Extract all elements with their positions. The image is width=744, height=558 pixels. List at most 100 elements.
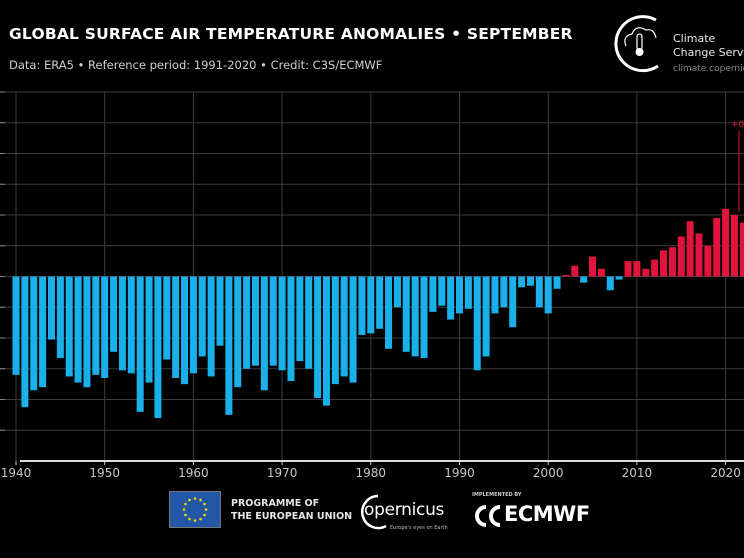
bar-2001 bbox=[553, 276, 561, 289]
bar-1991 bbox=[464, 276, 472, 309]
bar-1982 bbox=[385, 276, 393, 349]
eu-line1: PROGRAMME OF bbox=[231, 498, 320, 509]
eu-flag-icon bbox=[169, 491, 221, 528]
c3s-line1: Climate bbox=[673, 32, 716, 45]
bar-1965 bbox=[234, 276, 242, 388]
eu-star bbox=[199, 498, 202, 502]
eu-star bbox=[184, 513, 187, 517]
bar-1983 bbox=[393, 276, 401, 308]
bar-1957 bbox=[163, 276, 171, 360]
eu-star bbox=[193, 497, 197, 500]
bar-1973 bbox=[305, 276, 313, 369]
bar-2013 bbox=[660, 250, 668, 277]
annotation-label: +0 bbox=[731, 120, 744, 130]
bar-1980 bbox=[367, 276, 375, 334]
ecmwf-word: ECMWF bbox=[504, 502, 590, 526]
bar-1987 bbox=[429, 276, 437, 312]
bar-2005 bbox=[589, 256, 597, 277]
bar-2010 bbox=[633, 261, 641, 277]
bar-2004 bbox=[580, 276, 588, 283]
bar-1951 bbox=[110, 276, 118, 352]
bar-2007 bbox=[606, 276, 614, 291]
bar-2022 bbox=[739, 222, 744, 277]
bar-1964 bbox=[225, 276, 233, 415]
bar-1956 bbox=[154, 276, 162, 418]
eu-star bbox=[188, 517, 191, 521]
bar-1952 bbox=[118, 276, 126, 371]
bar-1946 bbox=[65, 276, 73, 377]
bar-1961 bbox=[198, 276, 206, 357]
bar-1971 bbox=[287, 276, 295, 382]
eu-star bbox=[188, 498, 191, 502]
bar-1972 bbox=[296, 276, 304, 362]
bar-1999 bbox=[535, 276, 543, 308]
bar-1975 bbox=[322, 276, 330, 406]
c3s-line2: Change Service bbox=[673, 46, 744, 59]
bar-1979 bbox=[358, 276, 366, 335]
bar-1945 bbox=[56, 276, 64, 358]
x-tick-label: 1980 bbox=[356, 466, 387, 480]
thermometer-cloud-icon bbox=[614, 15, 659, 73]
bar-1995 bbox=[500, 276, 508, 308]
bar-2020 bbox=[722, 208, 730, 277]
x-tick-label: 1990 bbox=[444, 466, 475, 480]
bar-2008 bbox=[615, 276, 623, 280]
x-tick-label: 2020 bbox=[710, 466, 741, 480]
bar-1968 bbox=[260, 276, 268, 391]
x-tick-label: 1960 bbox=[178, 466, 209, 480]
bar-1941 bbox=[21, 276, 29, 408]
eu-star bbox=[203, 513, 206, 517]
bar-1993 bbox=[482, 276, 490, 357]
bar-1942 bbox=[30, 276, 38, 391]
bar-1967 bbox=[251, 276, 259, 366]
bar-1958 bbox=[172, 276, 180, 378]
copernicus-tagline: Europe's eyes on Earth bbox=[390, 525, 448, 531]
bar-1996 bbox=[509, 276, 517, 328]
copernicus-arc-icon bbox=[361, 494, 387, 530]
bar-2006 bbox=[597, 268, 605, 277]
bar-1960 bbox=[189, 276, 197, 374]
eu-star bbox=[182, 508, 186, 511]
bar-2000 bbox=[544, 276, 552, 314]
bar-1953 bbox=[127, 276, 135, 374]
bar-2002 bbox=[562, 274, 570, 277]
eu-stars-icon bbox=[182, 497, 208, 522]
bar-1992 bbox=[473, 276, 481, 371]
bar-1959 bbox=[181, 276, 189, 385]
bar-1974 bbox=[314, 276, 322, 398]
bar-1984 bbox=[402, 276, 410, 352]
bar-1948 bbox=[83, 276, 91, 388]
c3s-url: climate.copernicus bbox=[673, 64, 744, 74]
bar-1985 bbox=[411, 276, 419, 357]
bar-2021 bbox=[730, 215, 738, 277]
bar-1969 bbox=[269, 276, 277, 366]
bar-1990 bbox=[456, 276, 463, 314]
bar-1970 bbox=[278, 276, 286, 371]
eu-star bbox=[204, 508, 208, 511]
bar-1997 bbox=[518, 276, 526, 288]
bar-1954 bbox=[136, 276, 144, 412]
x-tick-label: 1950 bbox=[89, 466, 120, 480]
bar-1955 bbox=[145, 276, 153, 383]
bar-2003 bbox=[571, 265, 579, 277]
bar-2016 bbox=[686, 221, 694, 277]
bar-2017 bbox=[695, 233, 703, 277]
eu-star bbox=[199, 517, 202, 521]
x-tick-label: 1970 bbox=[267, 466, 298, 480]
bar-1989 bbox=[447, 276, 455, 320]
ecmwf-symbol-icon bbox=[475, 505, 501, 527]
bar-1962 bbox=[207, 276, 215, 377]
bar-2012 bbox=[651, 259, 659, 277]
bar-1994 bbox=[491, 276, 499, 314]
bar-1963 bbox=[216, 276, 224, 346]
ecmwf-logo: IMPLEMENTED BY ECMWF bbox=[472, 492, 612, 532]
bar-1988 bbox=[438, 276, 446, 306]
bar-2015 bbox=[677, 236, 685, 277]
eu-star bbox=[193, 519, 197, 522]
copernicus-word: opernicus bbox=[364, 500, 445, 520]
bar-1978 bbox=[349, 276, 357, 383]
implemented-by: IMPLEMENTED BY bbox=[472, 492, 522, 498]
x-tick-label: 2000 bbox=[533, 466, 564, 480]
bar-1977 bbox=[340, 276, 348, 377]
